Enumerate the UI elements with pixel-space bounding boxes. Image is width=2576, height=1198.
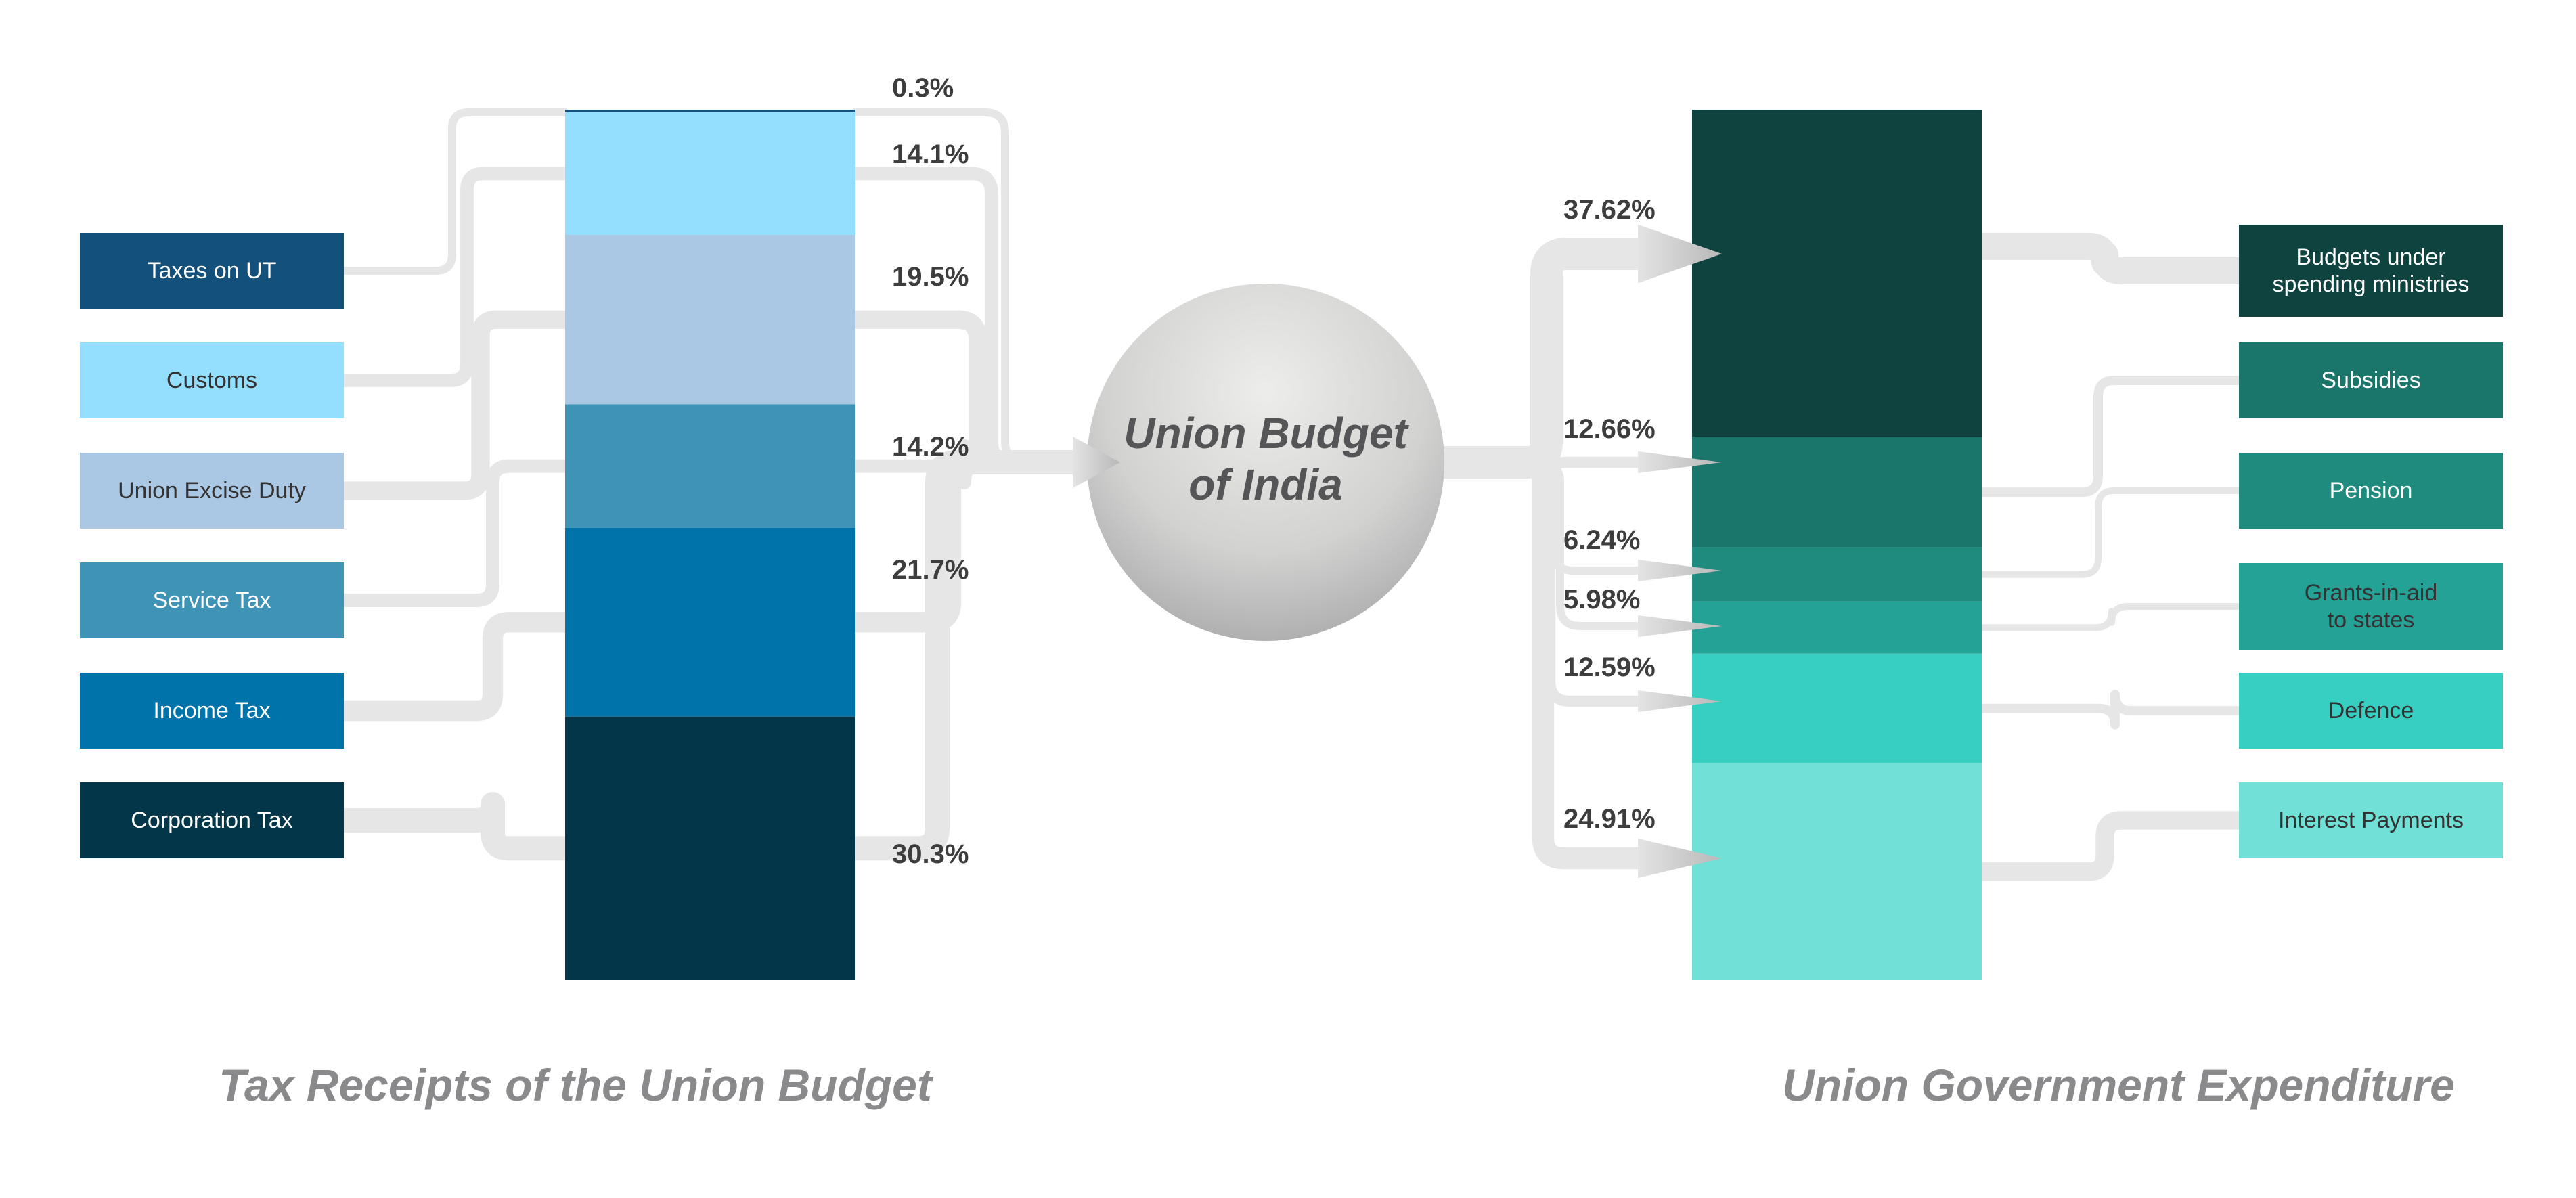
expenditure-bar-subsidies xyxy=(1692,437,1982,548)
expenditure-bar-interest-payments xyxy=(1692,763,1982,980)
center-budget-circle xyxy=(1087,284,1444,641)
expenditure-label-budgets-under-spending-ministries: Budgets under spending ministries xyxy=(2239,225,2503,317)
receipt-label-corporation-tax: Corporation Tax xyxy=(80,782,344,858)
receipt-output-flow-corporation-tax xyxy=(843,450,1095,861)
center-title: Union Budget of India xyxy=(1124,409,1408,509)
expenditure-percent-subsidies: 12.66% xyxy=(1563,414,1656,444)
receipt-bar-corporation-tax xyxy=(565,716,855,980)
receipt-input-flow-corporation-tax xyxy=(332,792,577,861)
expenditure-output-flow-grants-in-aid-to-states xyxy=(1978,603,2242,631)
expenditure-output-flow-pension xyxy=(1978,487,2242,578)
expenditure-label-subsidies: Subsidies xyxy=(2239,342,2503,418)
receipt-percent-income-tax: 21.7% xyxy=(892,554,969,585)
receipt-percent-service-tax: 14.2% xyxy=(892,431,969,462)
expenditure-bar-pension xyxy=(1692,547,1982,602)
receipt-input-flow-income-tax xyxy=(333,612,576,722)
expenditure-output-flow-subsidies xyxy=(1977,376,2244,497)
expenditure-arrow-pension xyxy=(1638,560,1722,581)
receipt-input-flow-union-excise-duty xyxy=(334,310,575,500)
expenditure-percent-budgets-under-spending-ministries: 37.62% xyxy=(1563,195,1656,225)
expenditure-bar-defence xyxy=(1692,653,1982,763)
receipt-bar-service-tax xyxy=(565,404,855,528)
expenditure-percent-defence: 12.59% xyxy=(1563,652,1656,682)
expenditure-label-defence: Defence xyxy=(2239,673,2503,749)
expenditure-percent-grants-in-aid-to-states: 5.98% xyxy=(1563,585,1641,615)
expenditure-label-interest-payments: Interest Payments xyxy=(2239,782,2503,858)
receipt-percent-customs: 14.1% xyxy=(892,139,969,169)
expenditure-percent-pension: 6.24% xyxy=(1563,525,1641,555)
expenditure-bar-budgets-under-spending-ministries xyxy=(1692,110,1982,437)
receipt-percent-corporation-tax: 30.3% xyxy=(892,839,969,869)
expenditure-arrow-defence xyxy=(1638,690,1722,712)
expenditure-title: Union Government Expenditure xyxy=(1782,1060,2455,1110)
receipt-input-flow-customs xyxy=(337,167,572,387)
receipt-bar-union-excise-duty xyxy=(565,234,855,405)
receipt-percent-union-excise-duty: 19.5% xyxy=(892,261,969,292)
receipts-title: Tax Receipts of the Union Budget xyxy=(219,1060,932,1110)
receipt-bar-income-tax xyxy=(565,527,855,717)
receipt-percent-taxes-on-ut: 0.3% xyxy=(892,73,954,103)
expenditure-output-flow-defence xyxy=(1977,690,2244,730)
receipts-arrow-head xyxy=(1073,437,1120,488)
expenditure-label-pension: Pension xyxy=(2239,453,2503,529)
receipt-bar-taxes-on-ut xyxy=(565,110,855,112)
expenditure-percent-interest-payments: 24.91% xyxy=(1563,804,1656,834)
receipt-label-customs: Customs xyxy=(80,342,344,418)
expenditure-bar-grants-in-aid-to-states xyxy=(1692,601,1982,654)
expenditure-input-flow-interest-payments xyxy=(1434,451,1683,870)
expenditure-output-flow-interest-payments xyxy=(1972,811,2248,881)
expenditure-output-flow-budgets-under-spending-ministries xyxy=(1968,232,2252,284)
receipt-input-flow-taxes-on-ut xyxy=(340,108,569,275)
expenditure-arrow-budgets-under-spending-ministries xyxy=(1638,224,1722,284)
expenditure-label-grants-in-aid-to-states: Grants-in-aid to states xyxy=(2239,563,2503,650)
receipt-label-taxes-on-ut: Taxes on UT xyxy=(80,233,344,309)
receipt-label-union-excise-duty: Union Excise Duty xyxy=(80,453,344,529)
receipt-label-service-tax: Service Tax xyxy=(80,562,344,638)
receipt-label-income-tax: Income Tax xyxy=(80,673,344,749)
receipt-input-flow-service-tax xyxy=(337,459,572,607)
expenditure-arrow-interest-payments xyxy=(1638,838,1722,879)
expenditure-arrow-subsidies xyxy=(1638,451,1722,473)
expenditure-arrow-grants-in-aid-to-states xyxy=(1638,615,1722,637)
receipt-bar-customs xyxy=(565,112,855,235)
